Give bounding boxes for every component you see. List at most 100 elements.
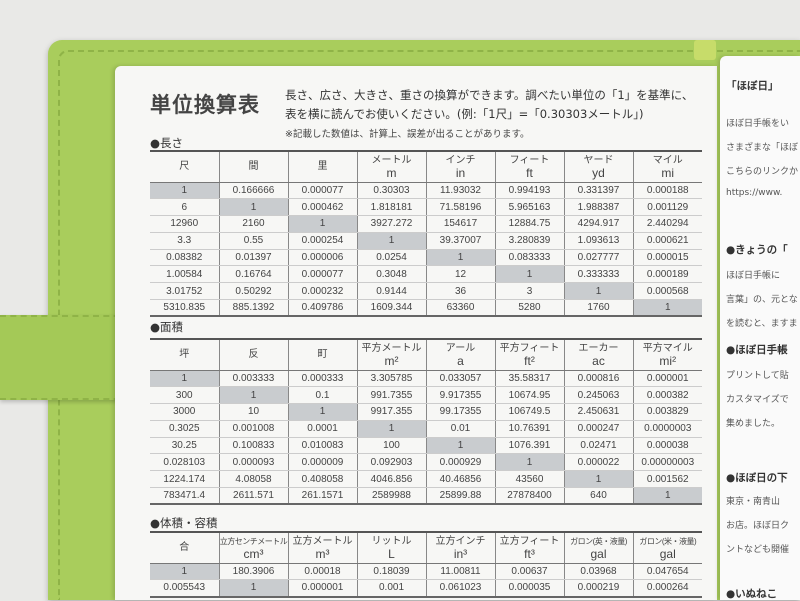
table-cell: 0.000001 (287, 579, 357, 598)
table-cell: 0.000035 (494, 579, 564, 598)
unit-symbol: mi² (659, 353, 677, 368)
unit-symbol: mi (661, 165, 675, 180)
table-cell: 0.000093 (218, 453, 288, 472)
unit-symbol: L (388, 546, 395, 561)
table-cell: 0.033057 (425, 370, 495, 388)
unit-symbol: gal (659, 546, 676, 561)
table-cell: 5.965163 (494, 198, 564, 217)
unit-name: インチ (445, 154, 476, 166)
right-page-text: ●ほぼ日手帳 (726, 344, 788, 356)
table-cell: 10 (218, 403, 288, 421)
table-cell: 0.001562 (632, 470, 702, 489)
table-cell: 0.0001 (287, 420, 357, 438)
table-cell: 1609.344 (356, 299, 426, 318)
unit-name: マイル (652, 154, 683, 166)
column-header: 坪 (150, 339, 219, 371)
table-cell: 0.000462 (287, 198, 357, 217)
section-heading: ●長さ (150, 136, 184, 150)
table-cell: 12 (425, 265, 495, 284)
table-cell: 1 (150, 370, 219, 388)
table-cell: 0.03968 (563, 563, 633, 581)
table-cell: 0.003829 (632, 403, 702, 421)
table-cell: 0.55 (218, 232, 288, 250)
table-cell: 27878400 (494, 487, 564, 506)
unit-name: 平方フィート (499, 342, 560, 354)
unit-name: アール (445, 342, 476, 354)
table-cell: 0.000009 (287, 453, 357, 472)
table-row: 300 1 0.1 991.7355 9.917355 10674.95 0.245063 0… (150, 386, 702, 405)
right-page-text: お店。ほぼ日ク (726, 521, 790, 531)
table-cell: 0.092903 (356, 453, 426, 472)
table-cell: 1.093613 (563, 232, 633, 250)
table-cell: 9.917355 (425, 386, 495, 405)
table-cell: 0.010083 (287, 437, 357, 455)
closure-band (0, 315, 130, 400)
table-row: 1.00584 0.16764 0.000077 0.3048 12 1 0.333333 0… (150, 265, 702, 284)
unit-symbol: ac (592, 353, 605, 368)
table-cell: 1224.174 (150, 470, 219, 489)
table-cell: 3.305785 (356, 370, 426, 388)
conversion-table: 合立方センチメートル cm³ 立方メートル m³ リットル L 立方インチ in³ 立方フィート… (150, 531, 702, 598)
table-cell: 0.3025 (150, 420, 219, 438)
table-row: 0.3025 0.001008 0.0001 1 0.01 10.76391 0.00024… (150, 420, 702, 438)
table-cell: 0.50292 (218, 282, 288, 301)
table-cell: 0.000816 (563, 370, 633, 388)
table-row: 1 180.3906 0.00018 0.18039 11.00811 0.00637 0.… (150, 563, 702, 581)
unit-name: ガロン(米・液量) (639, 536, 697, 546)
table-cell: 39.37007 (425, 232, 495, 250)
section-heading: ●面積 (150, 320, 184, 334)
table-row: 783471.4 2611.571 261.1571 2589988 25899.88 2… (150, 487, 702, 506)
column-header: リットル L (356, 532, 426, 564)
table-cell: 4046.856 (356, 470, 426, 489)
table-cell: 0.30303 (356, 182, 426, 200)
unit-name: 合 (179, 541, 190, 553)
unit-name: フィート (509, 154, 550, 166)
table-cell: 0.000621 (632, 232, 702, 250)
table-cell: 9917.355 (356, 403, 426, 421)
column-header: ガロン(米・液量) gal (632, 532, 702, 564)
table-cell: 5310.835 (150, 299, 219, 318)
table-cell: 0.000077 (287, 182, 357, 200)
table-cell: 5280 (494, 299, 564, 318)
right-page-text: 言葉」の、元とな (726, 295, 798, 305)
table-cell: 2611.571 (218, 487, 288, 506)
table-cell: 0.083333 (494, 249, 564, 267)
column-header: 立方メートル m³ (287, 532, 357, 564)
column-header: メートル m (356, 151, 426, 183)
table-cell: 0.028103 (150, 453, 219, 472)
table-cell: 0.000568 (632, 282, 702, 301)
table-cell: 1 (563, 282, 633, 301)
table-cell: 2589988 (356, 487, 426, 506)
table-cell: 0.245063 (563, 386, 633, 405)
table-cell: 1 (287, 403, 357, 421)
unit-symbol: ft³ (524, 546, 535, 561)
right-page-text: ほぼ日手帳をい (726, 119, 790, 129)
unit-name: 町 (317, 348, 328, 360)
unit-symbol: ft² (524, 353, 535, 368)
unit-name: 坪 (179, 348, 190, 360)
table-row: 0.028103 0.000093 0.000009 0.092903 0.000929… (150, 453, 702, 472)
table-cell: 0.3048 (356, 265, 426, 284)
table-cell: 35.58317 (494, 370, 564, 388)
table-cell: 3000 (150, 403, 219, 421)
column-header: ヤード yd (563, 151, 633, 183)
table-cell: 1 (632, 299, 702, 318)
table-row: 1 0.166666 0.000077 0.30303 11.93032 0.994193… (150, 182, 702, 200)
column-header: 反 (218, 339, 288, 371)
table-cell: 1 (356, 232, 426, 250)
unit-symbol: m (386, 165, 397, 180)
table-cell: 0.000247 (563, 420, 633, 438)
right-page-text: プリントして貼 (726, 371, 789, 381)
unit-name: ガロン(英・液量) (570, 536, 627, 546)
right-page-text: https://www. (726, 188, 783, 198)
table-cell: 0.18039 (356, 563, 426, 581)
table-cell: 3.01752 (150, 282, 219, 301)
right-page-text: 集めました。 (726, 419, 781, 429)
table-cell: 4.08058 (218, 470, 288, 489)
table-cell: 0.00000003 (632, 453, 702, 472)
table-row: 3000 10 1 9917.355 99.17355 106749.5 2.450631 0… (150, 403, 702, 421)
unit-name: 立方センチメートル (219, 536, 288, 546)
table-cell: 0.000232 (287, 282, 357, 301)
table-cell: 261.1571 (287, 487, 357, 506)
table-cell: 106749.5 (494, 403, 564, 421)
